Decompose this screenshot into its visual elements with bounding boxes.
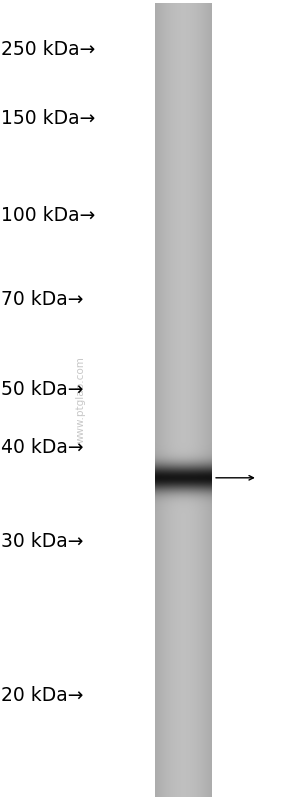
Text: 70 kDa→: 70 kDa→ bbox=[1, 290, 84, 309]
Text: www.ptglab.com: www.ptglab.com bbox=[76, 356, 86, 443]
Text: 20 kDa→: 20 kDa→ bbox=[1, 686, 84, 705]
Text: 250 kDa→: 250 kDa→ bbox=[1, 40, 96, 59]
Text: 30 kDa→: 30 kDa→ bbox=[1, 532, 84, 551]
Text: 100 kDa→: 100 kDa→ bbox=[1, 206, 96, 225]
Text: 40 kDa→: 40 kDa→ bbox=[1, 438, 84, 457]
Text: 150 kDa→: 150 kDa→ bbox=[1, 109, 96, 128]
Text: 50 kDa→: 50 kDa→ bbox=[1, 380, 84, 400]
